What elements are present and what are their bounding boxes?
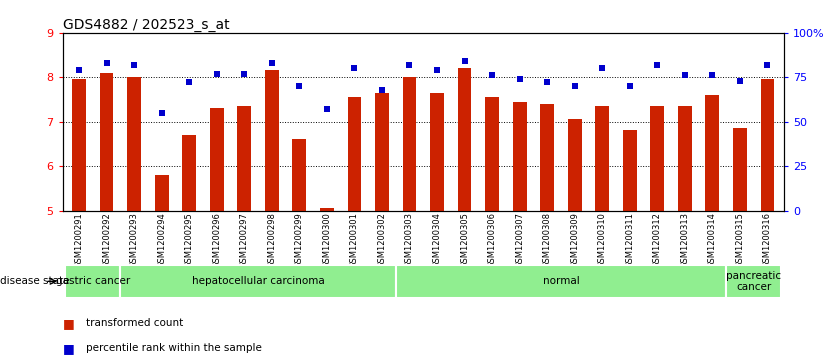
Point bbox=[706, 73, 719, 78]
Text: GDS4882 / 202523_s_at: GDS4882 / 202523_s_at bbox=[63, 18, 229, 32]
Point bbox=[320, 106, 334, 112]
Bar bbox=[651, 106, 664, 211]
Text: gastric cancer: gastric cancer bbox=[56, 276, 130, 286]
Point bbox=[485, 73, 499, 78]
Bar bbox=[210, 108, 224, 211]
Text: percentile rank within the sample: percentile rank within the sample bbox=[86, 343, 262, 354]
Point bbox=[73, 67, 86, 73]
Point bbox=[458, 58, 471, 64]
Point bbox=[540, 79, 554, 85]
Text: ■: ■ bbox=[63, 317, 74, 330]
Text: pancreatic
cancer: pancreatic cancer bbox=[726, 270, 781, 292]
Bar bbox=[293, 139, 306, 211]
Bar bbox=[395, 265, 726, 298]
Point bbox=[595, 65, 609, 71]
Bar bbox=[458, 68, 471, 211]
Point bbox=[733, 78, 746, 83]
Point bbox=[265, 60, 279, 66]
Point bbox=[678, 73, 691, 78]
Bar bbox=[238, 106, 251, 211]
Bar bbox=[726, 265, 781, 298]
Point bbox=[651, 62, 664, 68]
Bar bbox=[430, 93, 444, 211]
Bar bbox=[513, 102, 526, 211]
Bar bbox=[706, 95, 719, 211]
Bar bbox=[403, 77, 416, 211]
Bar bbox=[568, 119, 581, 211]
Point bbox=[183, 79, 196, 85]
Bar bbox=[375, 93, 389, 211]
Point bbox=[375, 87, 389, 93]
Point bbox=[128, 62, 141, 68]
Bar bbox=[65, 265, 120, 298]
Point bbox=[623, 83, 636, 89]
Bar bbox=[73, 79, 86, 211]
Bar bbox=[733, 128, 746, 211]
Bar bbox=[761, 79, 774, 211]
Point bbox=[430, 67, 444, 73]
Bar bbox=[623, 131, 636, 211]
Bar bbox=[183, 135, 196, 211]
Bar bbox=[100, 73, 113, 211]
Point bbox=[403, 62, 416, 68]
Bar bbox=[678, 106, 691, 211]
Text: disease state: disease state bbox=[0, 276, 69, 286]
Bar bbox=[540, 104, 554, 211]
Point bbox=[293, 83, 306, 89]
Text: ■: ■ bbox=[63, 342, 74, 355]
Bar bbox=[348, 97, 361, 211]
Point bbox=[568, 83, 581, 89]
Point bbox=[348, 65, 361, 71]
Text: normal: normal bbox=[543, 276, 580, 286]
Bar bbox=[485, 97, 499, 211]
Text: transformed count: transformed count bbox=[86, 318, 183, 328]
Bar bbox=[128, 77, 141, 211]
Point bbox=[155, 110, 168, 116]
Point bbox=[761, 62, 774, 68]
Point bbox=[238, 71, 251, 77]
Point bbox=[210, 71, 224, 77]
Point bbox=[100, 60, 113, 66]
Bar bbox=[265, 70, 279, 211]
Bar bbox=[595, 106, 609, 211]
Bar bbox=[155, 175, 168, 211]
Text: hepatocellular carcinoma: hepatocellular carcinoma bbox=[192, 276, 324, 286]
Bar bbox=[320, 208, 334, 211]
Point bbox=[513, 76, 526, 82]
Bar bbox=[120, 265, 395, 298]
